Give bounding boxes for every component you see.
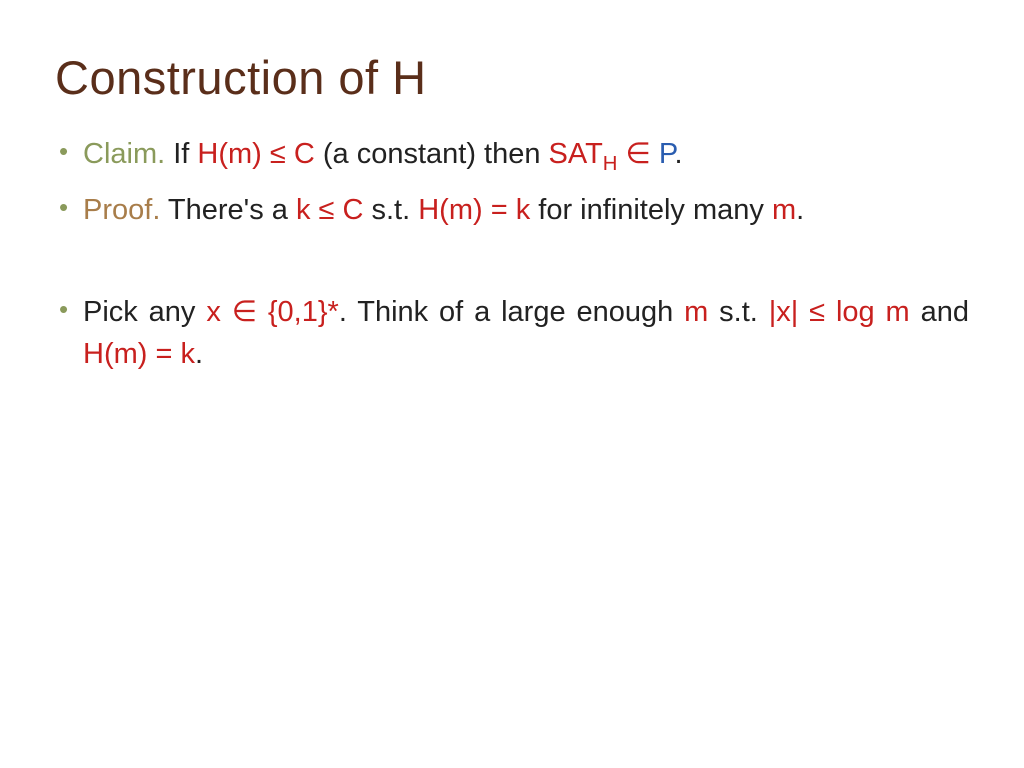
bullet-claim: Claim. If H(m) ≤ C (a constant) then SAT… xyxy=(55,133,969,179)
math-in: ∈ xyxy=(617,138,658,170)
text: s.t. xyxy=(363,194,418,226)
text: and xyxy=(910,296,969,328)
slide-title: Construction of H xyxy=(55,50,969,105)
math-hm-eq-k: H(m) = k xyxy=(418,194,530,226)
math-m: m xyxy=(772,194,796,226)
text: (a constant) then xyxy=(315,138,549,170)
math-hm-eq-k: H(m) = k xyxy=(83,338,195,370)
slide: Construction of H Claim. If H(m) ≤ C (a … xyxy=(0,0,1024,768)
text: If xyxy=(165,138,197,170)
bullet-pick: Pick any x ∈ {0,1}*. Think of a large en… xyxy=(55,291,969,375)
math-hm-le-c: H(m) ≤ C xyxy=(197,138,314,170)
math-p: P xyxy=(659,138,675,170)
math-m: m xyxy=(684,296,708,328)
math-sat: SAT xyxy=(549,138,603,170)
math-sat-sub: H xyxy=(603,153,618,175)
math-x-in-01: x ∈ {0,1}* xyxy=(206,296,339,328)
text: Pick any xyxy=(83,296,206,328)
math-k-le-c: k ≤ C xyxy=(296,194,363,226)
text: . Think of a large enough xyxy=(339,296,684,328)
text: . xyxy=(195,338,203,370)
claim-label: Claim. xyxy=(83,138,165,170)
bullet-list: Claim. If H(m) ≤ C (a constant) then SAT… xyxy=(55,133,969,375)
text: There's a xyxy=(160,194,296,226)
proof-label: Proof. xyxy=(83,194,160,226)
bullet-proof: Proof. There's a k ≤ C s.t. H(m) = k for… xyxy=(55,189,969,231)
text: s.t. xyxy=(708,296,768,328)
text: for infinitely many xyxy=(530,194,772,226)
spacer xyxy=(55,241,969,291)
text: . xyxy=(796,194,804,226)
math-x-le-logm: |x| ≤ log m xyxy=(769,296,910,328)
text: . xyxy=(674,138,682,170)
